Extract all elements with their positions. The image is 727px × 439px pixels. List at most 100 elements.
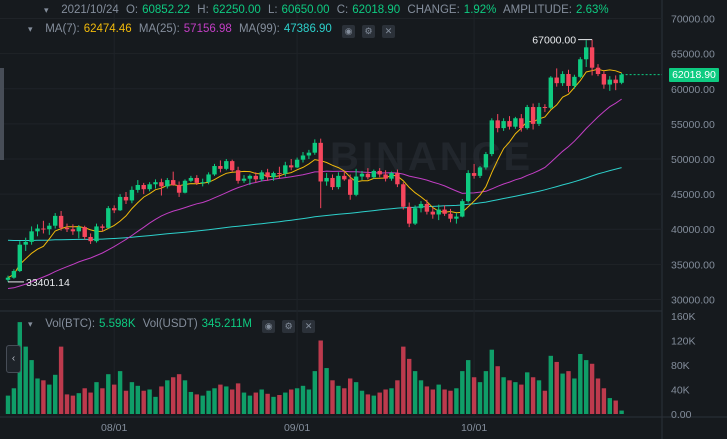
- volume-bar[interactable]: [336, 385, 341, 414]
- volume-bar[interactable]: [477, 382, 483, 414]
- volume-bar[interactable]: [560, 373, 565, 414]
- volume-bar[interactable]: [188, 391, 194, 414]
- volume-bar[interactable]: [548, 355, 553, 414]
- volume-bar[interactable]: [554, 361, 559, 414]
- candle-body[interactable]: [224, 161, 229, 169]
- volume-bar[interactable]: [94, 382, 99, 414]
- volume-bar[interactable]: [572, 378, 577, 414]
- volume-bar[interactable]: [218, 384, 223, 414]
- close-icon[interactable]: ✕: [382, 25, 396, 38]
- candle-body[interactable]: [94, 226, 99, 242]
- candle-body[interactable]: [566, 74, 571, 86]
- candle-body[interactable]: [412, 208, 418, 224]
- volume-bar[interactable]: [542, 390, 548, 414]
- candle-body[interactable]: [507, 121, 512, 127]
- volume-bar[interactable]: [70, 395, 76, 414]
- volume-bar[interactable]: [454, 388, 459, 414]
- close-icon[interactable]: ✕: [302, 320, 316, 333]
- candle-body[interactable]: [501, 121, 506, 129]
- candle-body[interactable]: [442, 209, 447, 214]
- candle-body[interactable]: [129, 189, 135, 201]
- candle-body[interactable]: [82, 227, 87, 237]
- volume-bar[interactable]: [247, 395, 253, 414]
- volume-bar[interactable]: [525, 372, 530, 414]
- candle-body[interactable]: [607, 79, 612, 85]
- volume-bar[interactable]: [371, 395, 376, 414]
- candle-body[interactable]: [407, 206, 412, 224]
- candle-body[interactable]: [430, 211, 435, 215]
- candle-body[interactable]: [176, 184, 182, 193]
- candle-body[interactable]: [342, 175, 347, 180]
- volume-bar[interactable]: [495, 366, 500, 414]
- candle-body[interactable]: [318, 142, 323, 182]
- volume-bar[interactable]: [412, 371, 418, 414]
- candle-body[interactable]: [560, 74, 565, 84]
- volume-bar[interactable]: [501, 377, 506, 414]
- candle-body[interactable]: [572, 76, 577, 86]
- candle-body[interactable]: [247, 175, 253, 179]
- candle-body[interactable]: [70, 229, 76, 232]
- candle-body[interactable]: [117, 196, 123, 211]
- volume-bar[interactable]: [230, 389, 235, 415]
- candle-body[interactable]: [141, 184, 146, 190]
- volume-bar[interactable]: [300, 385, 306, 414]
- candle-body[interactable]: [589, 47, 595, 68]
- candle-body[interactable]: [283, 165, 288, 174]
- candle-body[interactable]: [23, 241, 28, 245]
- volume-bar[interactable]: [141, 390, 146, 414]
- volume-bar[interactable]: [601, 388, 607, 414]
- candle-body[interactable]: [58, 215, 64, 228]
- candle-body[interactable]: [294, 159, 300, 168]
- candle-body[interactable]: [389, 173, 394, 179]
- candle-body[interactable]: [495, 120, 500, 129]
- volume-bar[interactable]: [206, 390, 211, 414]
- volume-bar[interactable]: [436, 384, 441, 414]
- candle-body[interactable]: [584, 47, 589, 60]
- volume-bar[interactable]: [607, 398, 612, 414]
- volume-bar[interactable]: [342, 388, 347, 414]
- candle-body[interactable]: [212, 166, 217, 175]
- candle-body[interactable]: [64, 227, 70, 230]
- candle-body[interactable]: [395, 173, 400, 185]
- candle-body[interactable]: [35, 228, 40, 232]
- candle-body[interactable]: [536, 107, 542, 124]
- candle-body[interactable]: [47, 225, 52, 230]
- volume-bar[interactable]: [566, 371, 571, 414]
- candle-body[interactable]: [230, 161, 235, 171]
- candle-body[interactable]: [401, 184, 406, 207]
- candle-body[interactable]: [312, 142, 317, 153]
- candle-body[interactable]: [471, 173, 477, 176]
- scroll-indicator[interactable]: [0, 68, 4, 160]
- candle-body[interactable]: [53, 215, 58, 226]
- candle-body[interactable]: [153, 182, 158, 185]
- volume-bar[interactable]: [64, 394, 70, 414]
- candle-body[interactable]: [542, 107, 548, 109]
- volume-bar[interactable]: [466, 360, 471, 414]
- volume-bar[interactable]: [613, 400, 618, 414]
- candle-body[interactable]: [17, 244, 22, 272]
- candle-body[interactable]: [530, 107, 536, 124]
- volume-bar[interactable]: [23, 346, 28, 414]
- candle-body[interactable]: [554, 77, 559, 84]
- volume-bar[interactable]: [424, 386, 430, 414]
- candle-body[interactable]: [259, 172, 264, 180]
- candle-body[interactable]: [477, 167, 483, 176]
- candle-body[interactable]: [306, 152, 312, 156]
- candle-body[interactable]: [253, 175, 258, 180]
- candle-body[interactable]: [159, 182, 164, 187]
- candle-body[interactable]: [300, 155, 306, 160]
- volume-bar[interactable]: [330, 380, 335, 414]
- volume-bar[interactable]: [418, 380, 424, 414]
- candle-body[interactable]: [418, 203, 424, 209]
- volume-bar[interactable]: [106, 374, 111, 414]
- volume-bar[interactable]: [176, 374, 182, 414]
- candle-body[interactable]: [578, 59, 583, 77]
- volume-bar[interactable]: [294, 388, 300, 414]
- candle-body[interactable]: [619, 74, 624, 83]
- candle-body[interactable]: [165, 180, 170, 187]
- candle-body[interactable]: [336, 175, 341, 188]
- candle-body[interactable]: [353, 176, 359, 195]
- volume-bar[interactable]: [489, 349, 494, 414]
- volume-bar[interactable]: [584, 360, 589, 414]
- volume-bar[interactable]: [253, 392, 258, 414]
